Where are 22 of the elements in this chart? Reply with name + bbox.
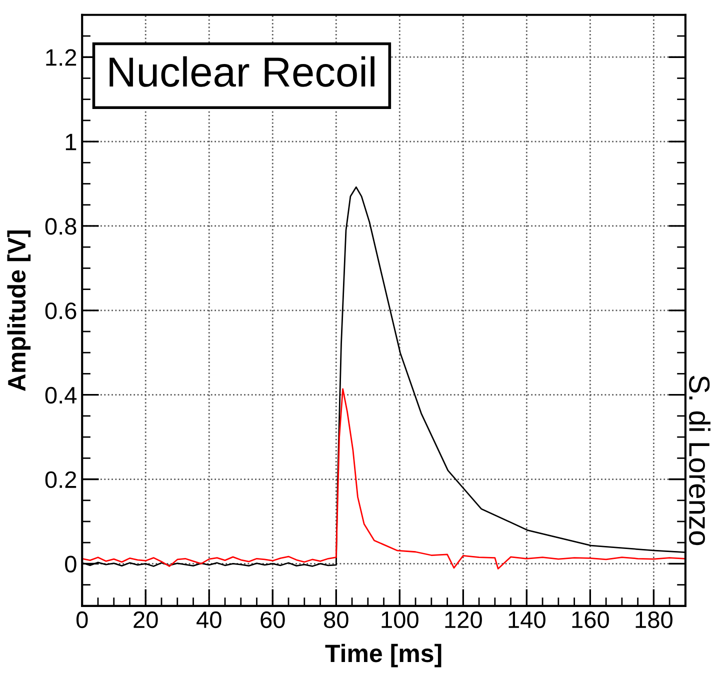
y-tick-label: 1: [66, 134, 76, 150]
x-tick-label: 40: [196, 611, 222, 628]
y-axis-title: Amplitude [V]: [7, 230, 31, 392]
x-tick-label: 100: [382, 611, 418, 628]
text: S. di Lorenzo: [689, 376, 710, 546]
y-tick-label: 0.6: [45, 302, 76, 320]
x-tick-label: 120: [445, 611, 482, 628]
line-series: [82, 388, 686, 570]
x-tick-label: 60: [260, 611, 285, 628]
x-tick-label: 0: [76, 611, 88, 628]
y-tick-label: 0.4: [45, 386, 77, 404]
y-tick-label: 0: [65, 556, 76, 572]
y-tick-label: 0.8: [45, 218, 76, 235]
x-tick-label: 140: [508, 611, 546, 628]
x-tick-label: 180: [636, 611, 672, 628]
x-axis-title: Time [ms]: [325, 644, 442, 668]
x-tick-label: 20: [134, 611, 158, 628]
y-tick-label: 0.2: [45, 471, 76, 488]
annotation: Nuclear Recoil: [110, 56, 374, 87]
x-tick-label: 80: [324, 611, 348, 628]
y-tick-label: 1.2: [46, 49, 76, 66]
x-tick-label: 160: [572, 611, 609, 628]
